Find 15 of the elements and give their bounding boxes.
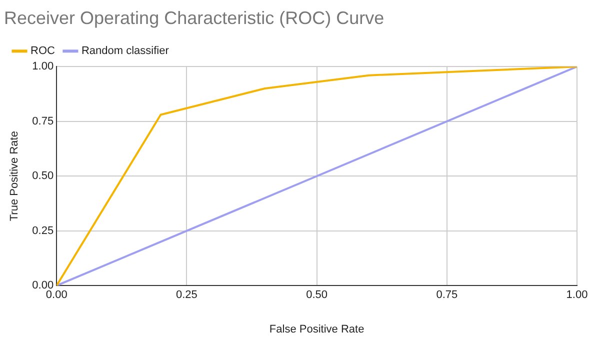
y-tick-label: 0.00	[32, 280, 54, 292]
y-tick-label: 0.50	[32, 170, 54, 182]
x-tick-label: 0.50	[306, 289, 328, 302]
x-tick-label: 1.00	[566, 289, 588, 302]
x-tick-label: 0.25	[176, 289, 198, 302]
legend-label: Random classifier	[81, 45, 170, 58]
y-tick-label: 0.75	[32, 115, 54, 128]
x-axis-title: False Positive Rate	[269, 323, 364, 336]
y-axis-title: True Positive Rate	[8, 131, 21, 222]
x-tick-label: 0.00	[46, 289, 68, 302]
x-tick-label: 0.75	[436, 289, 458, 302]
legend-label: ROC	[30, 45, 55, 58]
y-tick-label: 1.00	[32, 60, 54, 73]
chart-title: Receiver Operating Characteristic (ROC) Curve	[4, 8, 384, 28]
y-tick-label: 0.25	[32, 224, 54, 237]
